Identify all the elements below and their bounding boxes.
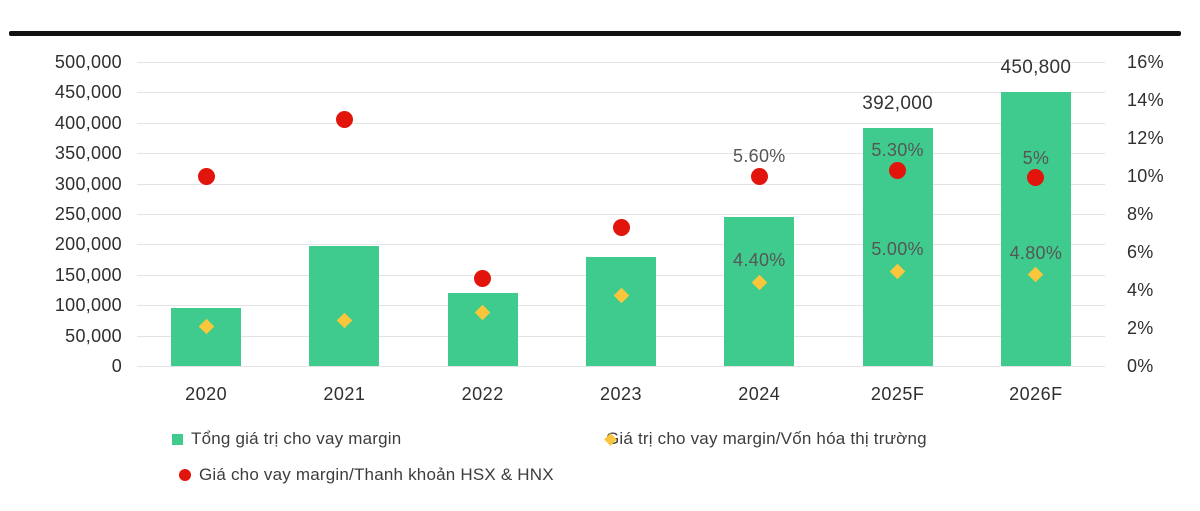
left-axis-tick-label: 300,000	[54, 173, 122, 194]
legend-marker-red-circle-icon	[179, 469, 191, 481]
percent-data-label: 5.60%	[733, 146, 786, 166]
red-dot-marker	[1027, 169, 1045, 187]
right-axis-tick-label: 2%	[1127, 318, 1154, 338]
gridline	[137, 122, 1105, 124]
red-dot-marker	[612, 218, 630, 236]
x-axis-label: 2022	[461, 384, 504, 404]
right-axis-tick-label: 12%	[1127, 128, 1164, 148]
left-axis-tick-label: 50,000	[65, 325, 122, 346]
left-axis-tick-label: 150,000	[54, 264, 122, 285]
x-axis-label: 2023	[599, 384, 643, 404]
red-dot-marker	[889, 161, 907, 179]
left-axis-tick-label: 500,000	[54, 52, 122, 72]
bar-value-label: 392,000	[862, 92, 933, 114]
percent-data-label: 5.00%	[871, 239, 924, 259]
left-axis-tick-label: 450,000	[54, 82, 122, 103]
left-axis-tick-label: 200,000	[54, 234, 122, 255]
red-dot-marker	[474, 270, 492, 288]
bar	[171, 308, 242, 366]
left-axis-tick-label: 100,000	[54, 295, 122, 316]
right-axis-tick-label: 4%	[1127, 280, 1154, 300]
percent-data-label: 5%	[1022, 147, 1050, 168]
left-axis-tick-label: 400,000	[54, 112, 122, 133]
x-axis-label: 2024	[738, 384, 781, 404]
bar	[1000, 91, 1071, 366]
left-axis-tick-label: 250,000	[54, 204, 122, 224]
percent-data-label: 4.80%	[1009, 242, 1063, 263]
gridline	[137, 244, 1105, 246]
gridline	[137, 214, 1105, 215]
legend-label-margin-liquidity: Giá cho vay margin/Thanh khoản HSX & HNX	[199, 465, 554, 484]
red-dot-marker	[335, 110, 353, 128]
left-axis-tick-label: 350,000	[54, 143, 122, 164]
right-axis-tick-label: 16%	[1127, 52, 1164, 72]
top-divider-line	[9, 31, 1181, 36]
percent-data-label: 5.30%	[871, 140, 924, 161]
legend-item-margin-marketcap: Giá trị cho vay margin/Vốn hóa thị trườn…	[604, 429, 927, 449]
legend-item-margin-liquidity: Giá cho vay margin/Thanh khoản HSX & HNX	[179, 465, 554, 485]
x-axis-label: 2021	[323, 384, 366, 404]
gridline	[137, 92, 1105, 94]
x-axis-label: 2020	[185, 384, 228, 404]
right-axis-tick-label: 6%	[1127, 242, 1154, 262]
gridline	[137, 62, 1105, 63]
x-axis-label: 2026F	[1009, 384, 1063, 404]
red-dot-marker	[197, 167, 215, 185]
bar	[586, 257, 656, 366]
left-axis-tick-label: 0	[111, 356, 122, 376]
right-axis-tick-label: 8%	[1127, 204, 1154, 224]
legend-item-total-margin: Tổng giá trị cho vay margin	[172, 429, 401, 449]
legend-label-margin-marketcap: Giá trị cho vay margin/Vốn hóa thị trườn…	[606, 429, 927, 448]
legend-label-total-margin: Tổng giá trị cho vay margin	[191, 429, 402, 448]
x-axis-label: 2025F	[870, 384, 925, 404]
bar-value-label: 450,800	[1000, 56, 1072, 78]
right-axis-tick-label: 0%	[1127, 356, 1154, 376]
bar	[309, 245, 380, 366]
right-axis-tick-label: 10%	[1127, 166, 1164, 186]
legend-marker-green-square-icon	[172, 433, 183, 445]
red-dot-marker	[750, 167, 768, 185]
percent-data-label: 4.40%	[733, 250, 786, 271]
bar	[724, 217, 795, 366]
right-axis-tick-label: 14%	[1127, 90, 1164, 110]
gridline	[137, 183, 1105, 185]
gridline	[137, 153, 1105, 155]
gridline	[137, 366, 1105, 367]
